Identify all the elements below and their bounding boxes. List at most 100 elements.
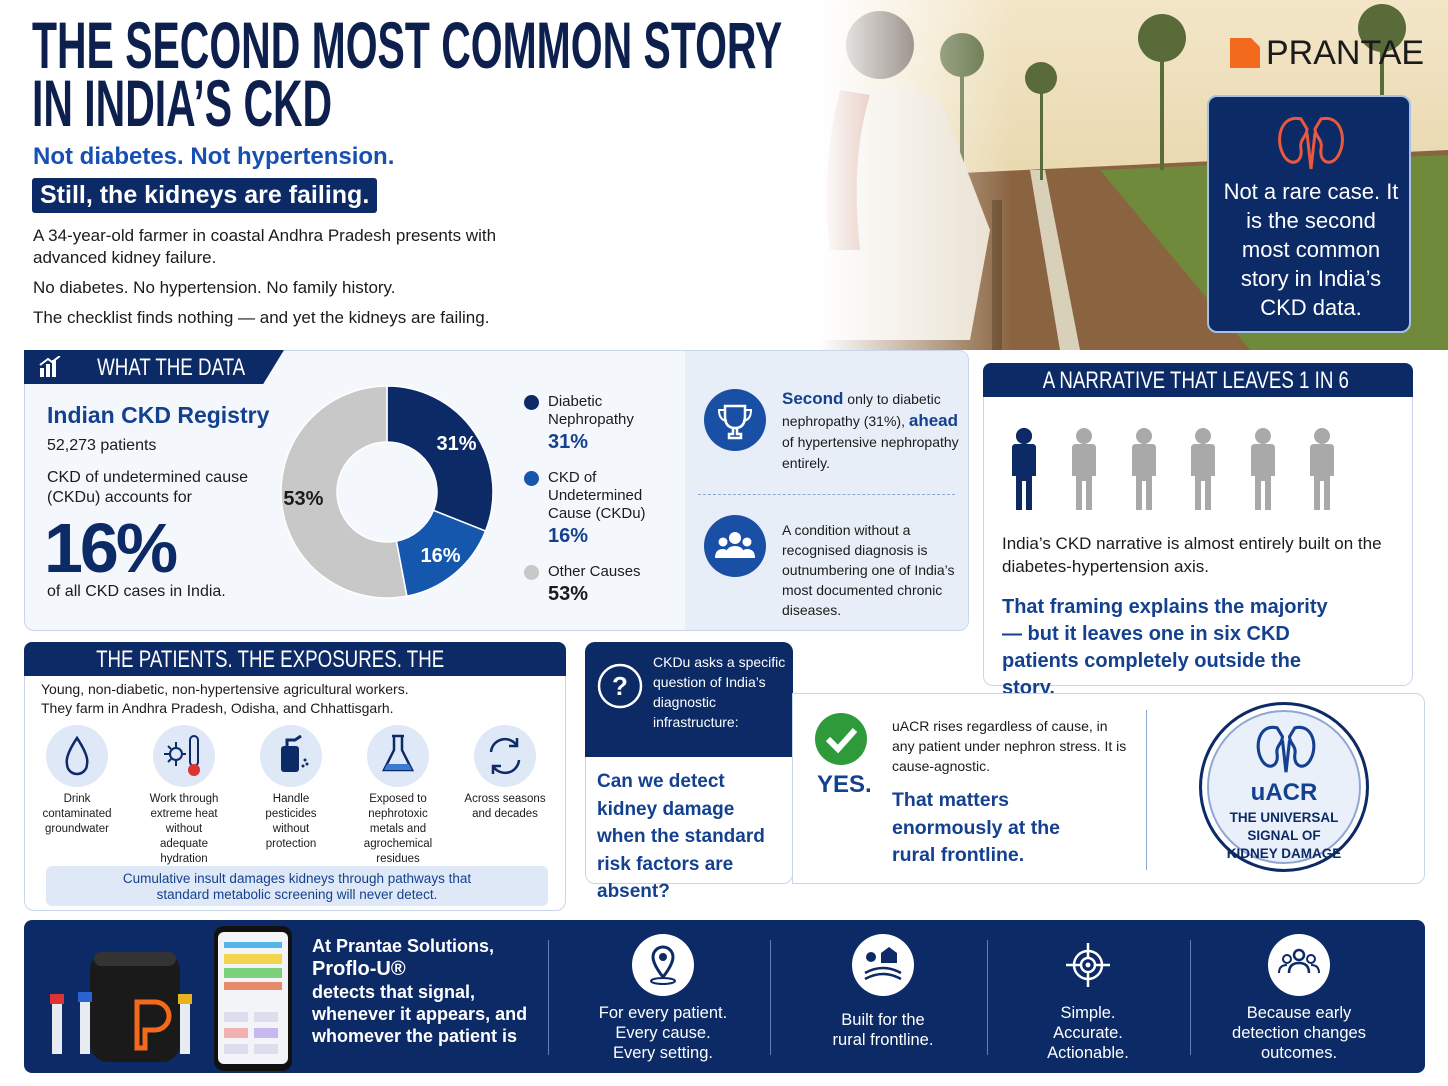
legend-label: Diabetic Nephropathy <box>548 393 634 428</box>
subtitle: Not diabetes. Not hypertension. <box>33 143 395 170</box>
slice-label: 31% <box>436 433 476 455</box>
exposure: Drink contaminated groundwater <box>34 724 120 837</box>
divider <box>987 940 988 1055</box>
feature-text: For every patient. Every cause. Every se… <box>598 1004 728 1062</box>
paragraph: The checklist finds nothing — and yet th… <box>33 308 490 327</box>
description: CKD of undetermined cause (CKDu) account… <box>47 469 248 506</box>
section-title: WHAT THE DATA SHOWS <box>97 354 245 384</box>
exposure-icon <box>46 725 108 787</box>
chart-icon <box>39 356 61 377</box>
banner-text: At Prantae Solutions, Proflo-U® detects … <box>312 935 542 1047</box>
divider <box>1190 940 1191 1055</box>
insight-text: only to diabetic nephropathy (31%), <box>782 391 941 429</box>
people-row <box>1012 428 1334 510</box>
big-stat: 16% <box>44 509 178 587</box>
banner-intro: At Prantae Solutions, <box>312 936 495 956</box>
footnote: of all CKD cases in India. <box>47 583 226 600</box>
divider <box>770 940 771 1055</box>
slice-label: 53% <box>283 488 323 510</box>
registry: Indian CKD Registry <box>47 402 270 428</box>
donut-slice <box>386 385 494 532</box>
divider <box>1146 710 1147 870</box>
logo-text: PRANTAE <box>1266 34 1425 72</box>
question-text: Can we detect kidney damage when the sta… <box>597 771 765 902</box>
legend-item: Diabetic Nephropathy 31% <box>524 393 674 455</box>
insight-strong: Second <box>782 389 844 408</box>
intro: A 34-year-old farmer in coastal Andhra P… <box>33 225 503 329</box>
insight-text: of hypertensive nephropathy entirely. <box>782 434 959 471</box>
donut-slice <box>280 385 408 599</box>
banner-body: detects that signal, whenever it appears… <box>312 982 528 1046</box>
section-header: WHAT THE DATA SHOWS <box>24 350 284 384</box>
insight-strong: ahead <box>908 411 958 430</box>
divider <box>698 494 955 495</box>
feature-icon <box>852 934 914 996</box>
kidney-icon <box>1278 116 1344 170</box>
insight: Second only to diabetic nephropathy (31%… <box>782 388 962 474</box>
legend-label: Other Causes <box>548 563 641 580</box>
section-title: A NARRATIVE THAT LEAVES 1 IN 6 BEHIND <box>1042 367 1349 397</box>
title-line: THE SECOND MOST COMMON STORY <box>32 8 783 82</box>
narrative-emphasis: That framing explains the majority — but… <box>1002 596 1328 699</box>
answer-text: uACR rises regardless of cause, in any p… <box>892 718 1127 774</box>
paragraph: A 34-year-old farmer in coastal Andhra P… <box>33 226 497 267</box>
divider <box>548 940 549 1055</box>
exposure-label: Exposed to nephrotoxic metals and agroch… <box>363 793 433 865</box>
patients-intro: Young, non-diabetic, non-hypertensive ag… <box>41 681 409 716</box>
legend-value: 53% <box>548 583 589 605</box>
section-title: THE PATIENTS. THE EXPOSURES. THE SILENT … <box>96 646 445 676</box>
question-icon: ? <box>597 663 643 709</box>
exposure: Handle pesticides without protection <box>248 724 334 852</box>
feature-text: Built for the rural frontline. <box>832 1011 934 1049</box>
exposure-icon <box>474 725 536 787</box>
logo-mark <box>1230 38 1260 68</box>
patients-count: 52,273 patients <box>47 437 157 454</box>
callout-text: Not a rare case. It is the second most c… <box>1223 179 1399 320</box>
patients-note: Cumulative insult damages kidneys throug… <box>46 866 548 906</box>
donut-chart: 31% 16% 53% <box>280 385 494 599</box>
exposure-label: Handle pesticides without protection <box>265 793 317 850</box>
insight: A condition without a recognised diagnos… <box>782 522 955 618</box>
answer-emphasis: That matters enormously at the rural fro… <box>892 789 1060 866</box>
feature-icon <box>1268 934 1330 996</box>
legend-value: 31% <box>548 431 589 453</box>
feature-text: Simple. Accurate. Actionable. <box>1047 1004 1129 1062</box>
legend: Diabetic Nephropathy 31% CKD of Undetermin… <box>524 393 674 621</box>
exposure-label: Work through extreme heat without adequa… <box>149 793 219 865</box>
paragraph: No diabetes. No hypertension. No family … <box>33 278 396 297</box>
callout: Not a rare case. It is the second most c… <box>1207 95 1411 333</box>
highlight: Still, the kidneys are failing. <box>32 178 378 213</box>
feature-icon <box>632 934 694 996</box>
legend-item: CKD of Undetermined Cause (CKDu) 16% <box>524 469 674 549</box>
exposure-icon <box>367 725 429 787</box>
legend-value: 16% <box>548 525 589 547</box>
narrative-text: India’s CKD narrative is almost entirely… <box>1002 534 1382 576</box>
question-prompt: CKDu asks a specific question of India’s… <box>653 654 786 730</box>
exposure: Work through extreme heat without adequa… <box>141 724 227 867</box>
badge-title: uACR <box>1250 779 1318 806</box>
legend-label: CKD of Undetermined Cause (CKDu) <box>548 469 646 522</box>
logo: PRANTAE <box>1230 34 1424 73</box>
exposure-icon <box>153 725 215 787</box>
legend-item: Other Causes 53% <box>524 563 674 607</box>
legend-swatch <box>524 565 539 580</box>
svg-text:?: ? <box>612 671 628 701</box>
legend-swatch <box>524 395 539 410</box>
exposure-label: Drink contaminated groundwater <box>42 793 112 835</box>
exposures: Drink contaminated groundwater Work throu… <box>34 724 554 867</box>
check-icon <box>815 713 867 765</box>
feature-text: Because early detection changes outcomes… <box>1232 1004 1366 1062</box>
feature-icon <box>1066 943 1110 987</box>
narrative-panel <box>983 363 1413 686</box>
yes: YES. <box>817 771 872 798</box>
question-header <box>585 642 793 757</box>
exposure: Exposed to nephrotoxic metals and agroch… <box>355 724 441 867</box>
badge: uACR THE UNIVERSAL SIGNAL OF KIDNEY DAMA… <box>1199 702 1369 872</box>
product-name: Proflo-U® <box>312 958 406 980</box>
device-illustration <box>50 926 292 1071</box>
exposure-label: Across seasons and decades <box>464 793 546 820</box>
slice-label: 16% <box>421 545 461 567</box>
exposure-icon <box>260 725 322 787</box>
section-header: A NARRATIVE THAT LEAVES 1 IN 6 BEHIND <box>983 363 1413 397</box>
